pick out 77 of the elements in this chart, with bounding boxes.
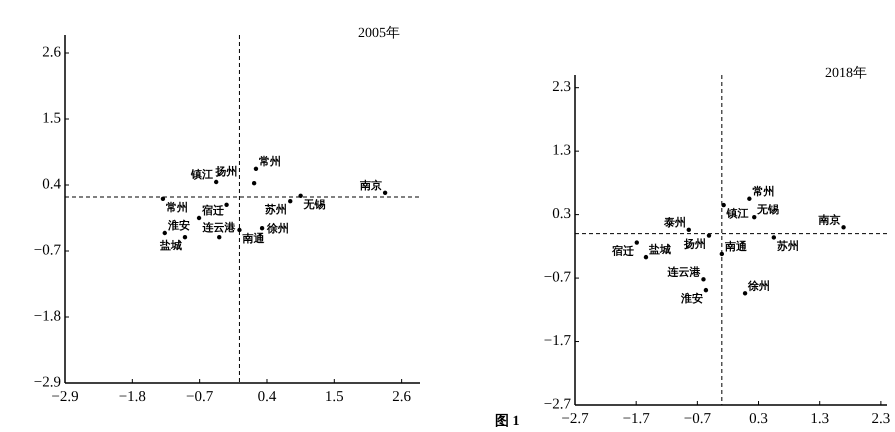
chart-title: 2005年 [358, 25, 400, 41]
caption: 图 1 [495, 413, 520, 429]
x-tick-label: 1.5 [324, 389, 344, 405]
point [254, 166, 258, 171]
y-tick-label: −1.7 [544, 332, 572, 349]
annotation: 连云港 [202, 221, 237, 234]
x-tick-label: −1.8 [118, 389, 146, 405]
y-tick-label: 0.4 [42, 176, 62, 192]
point [196, 216, 202, 220]
point [260, 226, 264, 230]
annotation: 扬州 [682, 238, 706, 251]
point [382, 190, 388, 195]
point [224, 202, 229, 207]
x-tick-label: 1.3 [810, 411, 830, 427]
point [742, 291, 748, 296]
annotation: 盐城 [158, 239, 182, 252]
annotation: 南京 [818, 213, 841, 226]
point [634, 240, 639, 245]
annotation: 南通 [724, 240, 748, 253]
x-tick-label: 2.3 [872, 411, 890, 427]
annotation: 苏州 [776, 239, 799, 252]
annotation: 扬州 [214, 164, 238, 178]
y-tick-label: −2.9 [34, 374, 61, 390]
annotation: 无锡 [302, 198, 326, 211]
annotation: 无锡 [756, 204, 780, 216]
x-tick-label: −0.7 [186, 389, 214, 405]
x-tick-label: −1.7 [622, 411, 650, 427]
y-tick-label: 2.6 [42, 44, 62, 60]
y-tick-label: 2.3 [552, 79, 571, 96]
annotation: 宿迁 [201, 204, 224, 217]
y-tick-label: −0.7 [34, 242, 62, 258]
point [644, 254, 648, 260]
point [237, 228, 242, 232]
point [162, 230, 167, 236]
point [288, 199, 292, 204]
point [752, 214, 756, 220]
point [214, 180, 218, 184]
annotation: 南京 [359, 178, 382, 192]
y-tick-label: −1.8 [34, 308, 61, 324]
y-tick-label: 0.3 [552, 206, 571, 222]
annotation: 常州 [166, 200, 188, 214]
y-tick-label: −0.7 [544, 270, 572, 286]
point [841, 225, 846, 230]
point [252, 181, 256, 186]
annotation: 镇江 [726, 207, 749, 220]
annotation: 徐州 [266, 222, 290, 236]
annotation: 苏州 [264, 203, 288, 216]
point [298, 194, 303, 198]
point [747, 196, 752, 201]
point [686, 228, 691, 232]
annotation: 淮安 [680, 292, 703, 306]
annotation: 南通 [241, 232, 266, 245]
x-tick-label: 0.3 [749, 411, 768, 427]
y-tick-label: 1.5 [42, 110, 61, 126]
point [772, 235, 776, 240]
annotation: 盐城 [648, 243, 671, 256]
annotation: 常州 [752, 184, 774, 198]
annotation: 常州 [258, 154, 281, 168]
point [706, 233, 712, 238]
point [701, 277, 706, 282]
x-tick-label: 0.4 [258, 389, 277, 405]
point [704, 288, 708, 292]
point [720, 252, 724, 256]
annotation: 宿迁 [610, 244, 634, 258]
annotation: 泰州 [662, 216, 686, 229]
annotation: 淮安 [166, 219, 190, 232]
x-tick-label: 2.6 [392, 389, 412, 405]
chart-title: 2018年 [825, 65, 867, 81]
annotation: 镇江 [190, 168, 214, 181]
point [182, 235, 188, 240]
point [721, 202, 726, 208]
y-tick-label: 1.3 [552, 142, 571, 159]
point [217, 235, 222, 240]
annotation: 徐州 [747, 279, 770, 292]
x-tick-label: −0.7 [684, 411, 712, 427]
point [160, 196, 166, 201]
annotation: 连云港 [666, 265, 702, 278]
